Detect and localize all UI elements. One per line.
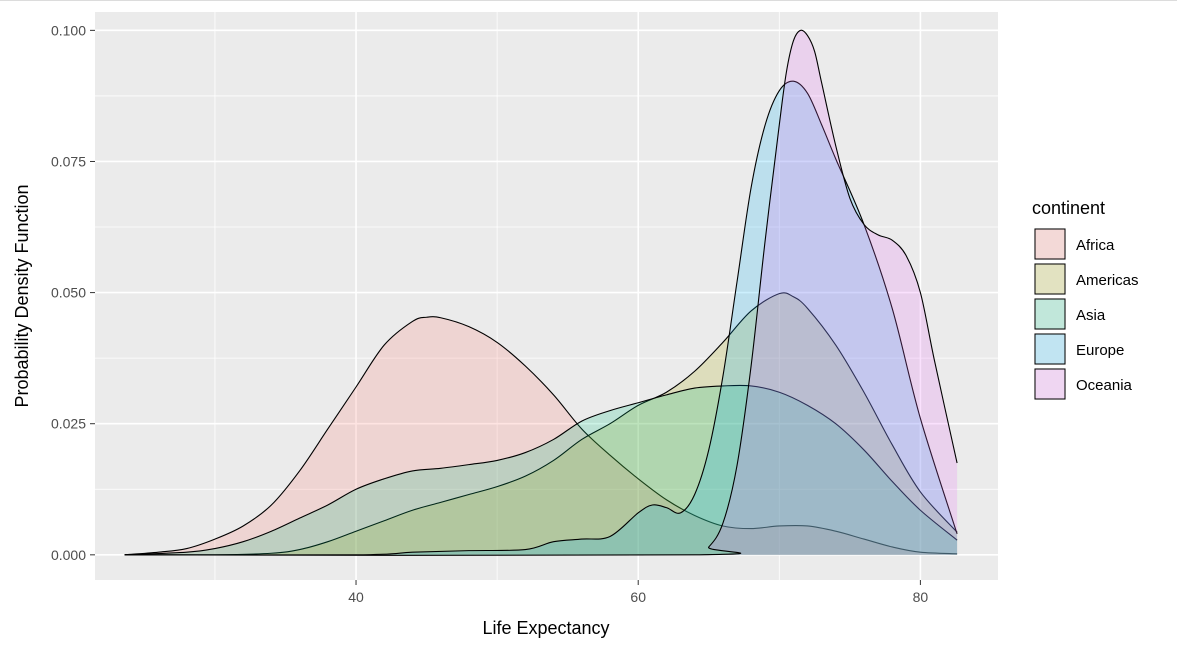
y-axis-tick-labels: 0.000 0.025 0.050 0.075 0.100 <box>51 22 86 562</box>
density-series-layer <box>124 29 958 556</box>
density-area-africa <box>124 316 958 555</box>
density-area-americas <box>124 292 958 555</box>
legend-key-bg-asia <box>1034 298 1066 330</box>
density-line-europe <box>124 80 958 556</box>
legend-title: continent <box>1032 198 1105 218</box>
legend-key-bg-europe <box>1034 333 1066 365</box>
legend-label-africa: Africa <box>1076 237 1115 254</box>
legend-key-bg-oceania <box>1034 368 1066 400</box>
plot-panel <box>95 12 998 580</box>
legend-key-asia <box>1034 298 1066 330</box>
y-axis-title: Probability Density Function <box>12 184 32 407</box>
density-area-oceania <box>124 30 958 556</box>
legend-label-europe: Europe <box>1076 342 1124 359</box>
legend-label-americas: Americas <box>1076 272 1139 289</box>
y-tick-label: 0.000 <box>51 547 86 563</box>
x-axis-tick-labels: 40 60 80 <box>348 589 928 605</box>
density-area-europe <box>124 81 958 556</box>
legend-label-oceania: Oceania <box>1076 377 1133 394</box>
legend-key-africa <box>1034 228 1066 260</box>
x-axis-title: Life Expectancy <box>482 618 609 638</box>
legend-label-asia: Asia <box>1076 307 1106 324</box>
x-tick-label: 60 <box>630 589 646 605</box>
legend-key-oceania <box>1034 368 1066 400</box>
y-axis-ticks <box>90 29 95 556</box>
y-tick-label: 0.050 <box>51 285 86 301</box>
legend-key-americas <box>1034 263 1066 295</box>
y-tick-label: 0.025 <box>51 416 86 432</box>
density-line-oceania <box>124 29 958 556</box>
density-line-africa <box>124 316 958 556</box>
y-tick-label: 0.075 <box>51 153 86 169</box>
legend-key-bg-africa <box>1034 228 1066 260</box>
y-tick-label: 0.100 <box>51 22 86 38</box>
density-area-asia <box>124 385 958 555</box>
legend-key-bg-americas <box>1034 263 1066 295</box>
legend-items: Africa Americas Asia Europe Oceania <box>1034 228 1139 400</box>
legend: continent Africa Americas Asia Europe Oceani… <box>1032 198 1139 400</box>
minor-gridlines <box>95 12 998 580</box>
density-line-asia <box>124 384 958 556</box>
top-divider-line <box>0 0 1177 1</box>
density-line-americas <box>124 292 958 556</box>
legend-key-europe <box>1034 333 1066 365</box>
x-tick-label: 80 <box>913 589 929 605</box>
x-axis-ticks <box>355 580 921 585</box>
x-tick-label: 40 <box>348 589 364 605</box>
